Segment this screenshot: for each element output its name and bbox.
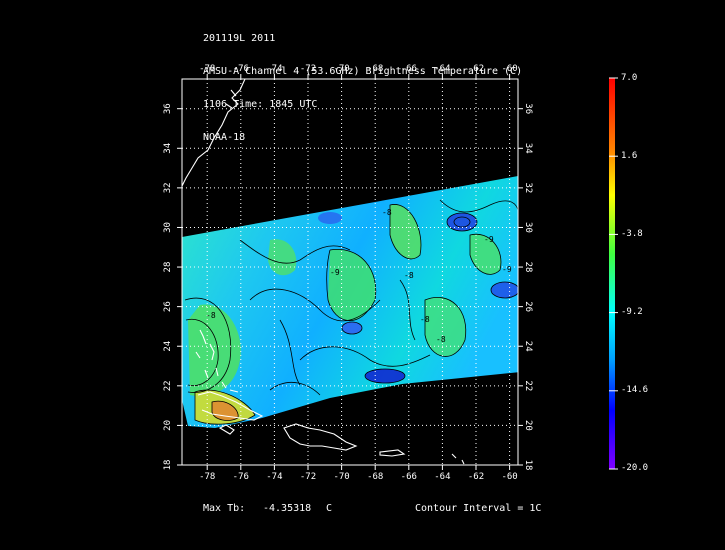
lat-tick-label: 22 [163, 380, 173, 391]
lon-tick-label: -76 [233, 64, 249, 74]
lat-tick-label: 30 [163, 222, 173, 233]
lon-tick-label: -68 [367, 64, 383, 74]
header-line4: NOAA-18 [203, 132, 246, 143]
lat-tick-label: 20 [163, 420, 173, 431]
lat-tick-label: 26 [163, 301, 173, 312]
contour-label: -8 [206, 311, 216, 320]
contour-label: -9 [484, 235, 494, 244]
colorbar-label: -3.8 [621, 229, 643, 239]
lon-tick-label: -78 [199, 472, 215, 482]
max-tb-label: Max Tb: [203, 503, 246, 514]
lat-tick-label: 22 [523, 380, 533, 391]
colorbar-label: -14.6 [621, 385, 649, 395]
lat-tick-label: 26 [523, 301, 533, 312]
lat-tick-label: 30 [523, 222, 533, 233]
lon-tick-label: -62 [468, 64, 484, 74]
header-line3: 1106 Time: 1845 UTC [203, 99, 318, 110]
colorbar-label: -20.0 [621, 463, 649, 473]
header-line1: 201119L 2011 [203, 33, 276, 44]
contour-label: -9 [502, 265, 512, 274]
lon-tick-label: -74 [266, 472, 282, 482]
lat-tick-label: 32 [523, 182, 533, 193]
max-tb-value: -4.35318 [263, 503, 312, 514]
colorbar [609, 78, 615, 469]
lat-ticks-left: 36 34 32 30 28 26 24 22 20 18 [163, 103, 182, 470]
coastlines [182, 79, 465, 465]
lat-tick-label: 34 [523, 143, 533, 154]
lon-ticks-top: -78 -76 -74 -72 -70 -68 -66 -64 -62 -60 [199, 64, 518, 79]
contour-interval: Contour Interval = 1C [415, 503, 542, 514]
lon-tick-label: -70 [333, 472, 349, 482]
colorbar-label: 1.6 [621, 151, 638, 161]
contour-label: -8 [436, 335, 446, 344]
colorbar-label: -9.2 [621, 307, 643, 317]
colorbar-ticks [609, 77, 618, 470]
colorbar-label: 7.0 [621, 73, 638, 83]
lat-tick-label: 20 [523, 420, 533, 431]
lat-tick-label: 24 [523, 341, 533, 352]
contour-label: -8 [420, 315, 430, 324]
lon-tick-label: -70 [333, 64, 349, 74]
lat-ticks-right: 36 34 32 30 28 26 24 22 20 18 [518, 103, 533, 470]
warm-regions [188, 204, 501, 425]
lon-ticks-bottom: -78 -76 -74 -72 -70 -68 -66 -64 -62 -60 [199, 465, 518, 482]
lat-tick-label: 32 [163, 182, 173, 193]
lon-tick-label: -64 [434, 472, 450, 482]
lon-tick-label: -66 [401, 472, 417, 482]
contour-label: -8 [382, 208, 392, 217]
chart-header: 201119L 2011 AMSU-A Channel 4 (53.6GHz) … [203, 11, 522, 154]
lon-tick-label: -72 [300, 64, 316, 74]
lon-tick-label: -72 [300, 472, 316, 482]
contour-label: -9 [330, 268, 340, 277]
header-line2: AMSU-A Channel 4 (53.6GHz) Brightness Te… [203, 66, 523, 77]
lat-tick-label: 34 [163, 143, 173, 154]
contour-labels: -8 -9 -8 -8 -9 -8 -9 -8 [206, 208, 512, 344]
lat-tick-label: 36 [163, 103, 173, 114]
cold-spots [318, 212, 518, 383]
lat-tick-label: 18 [163, 460, 173, 471]
map-frame [181, 78, 519, 466]
lon-tick-label: -60 [501, 472, 517, 482]
contour-label: -8 [404, 271, 414, 280]
contour-lines [184, 199, 518, 425]
lon-tick-label: -78 [199, 64, 215, 74]
lon-tick-label: -68 [367, 472, 383, 482]
lat-tick-label: 28 [163, 262, 173, 273]
lat-tick-label: 36 [523, 103, 533, 114]
lon-tick-label: -60 [501, 64, 517, 74]
lat-lon-grid [182, 79, 518, 465]
max-tb-unit: C [326, 503, 333, 514]
lon-tick-label: -76 [233, 472, 249, 482]
lat-tick-label: 28 [523, 262, 533, 273]
lat-tick-label: 18 [523, 460, 533, 471]
lat-tick-label: 24 [163, 341, 173, 352]
lon-tick-label: -62 [468, 472, 484, 482]
lon-tick-label: -66 [401, 64, 417, 74]
lon-tick-label: -64 [434, 64, 450, 74]
lon-tick-label: -74 [266, 64, 282, 74]
